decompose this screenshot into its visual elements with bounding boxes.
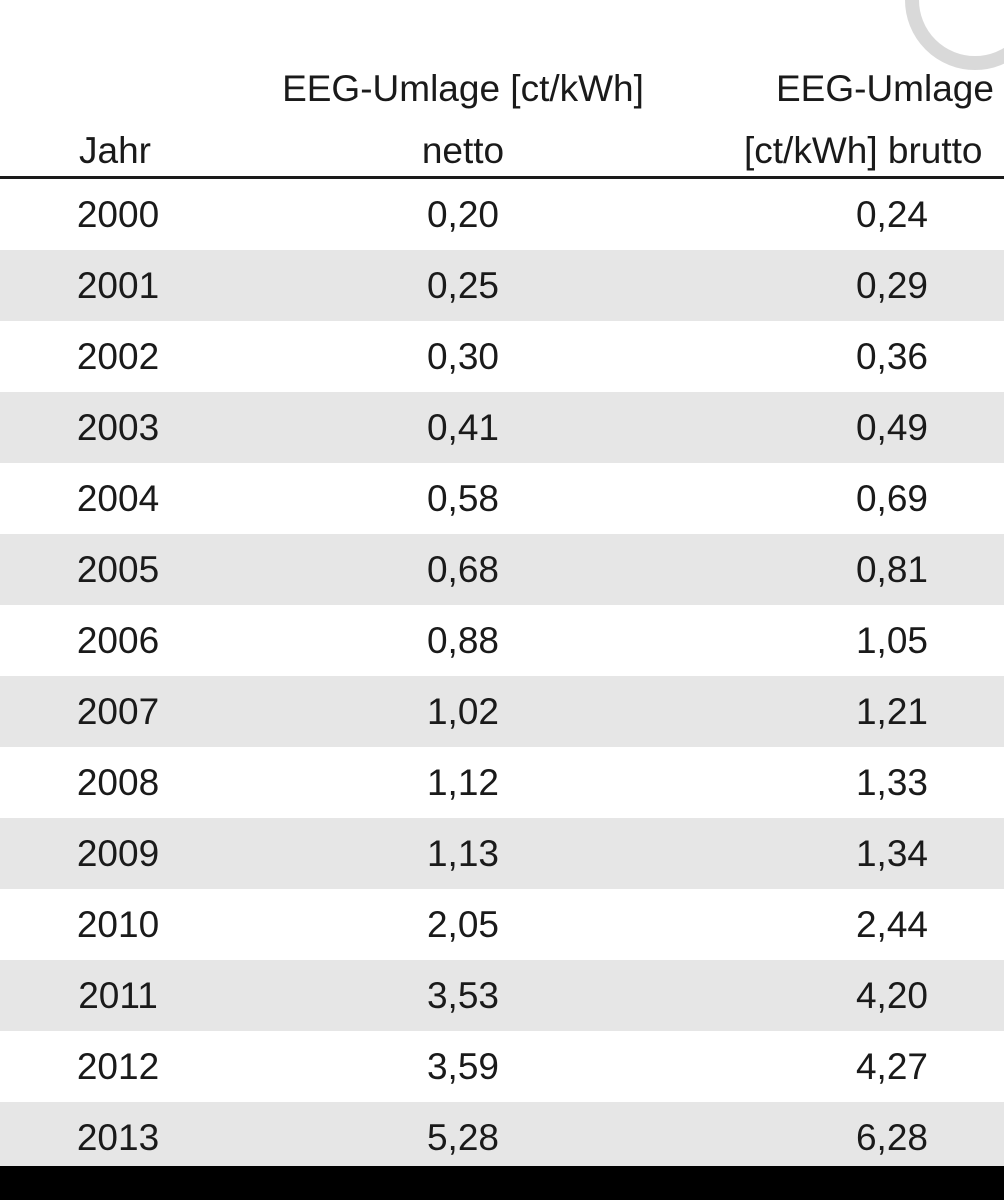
table-row: 2011 3,53 4,20 <box>0 960 1004 1031</box>
header-divider <box>0 176 1004 179</box>
table-row: 2009 1,13 1,34 <box>0 818 1004 889</box>
cell-netto: 2,05 <box>426 904 499 945</box>
data-table: Jahr EEG-Umlage [ct/kWh] netto EEG-Umlag… <box>0 0 1004 1166</box>
table-row: 2000 0,20 0,24 <box>0 179 1004 250</box>
cell-netto: 1,02 <box>426 691 499 732</box>
cell-netto: 0,41 <box>426 407 499 448</box>
cell-jahr: 2004 <box>76 478 160 519</box>
cell-netto: 0,30 <box>426 336 499 377</box>
cell-netto: 0,88 <box>426 620 499 661</box>
cell-netto: 1,12 <box>426 762 499 803</box>
cell-netto: 0,20 <box>426 194 499 235</box>
cell-jahr: 2009 <box>76 833 160 874</box>
cell-jahr: 2008 <box>76 762 160 803</box>
cell-brutto: 6,28 <box>855 1117 928 1158</box>
cell-brutto: 1,05 <box>855 620 928 661</box>
table-row: 2002 0,30 0,36 <box>0 321 1004 392</box>
cell-netto: 0,58 <box>426 478 499 519</box>
cell-jahr: 2000 <box>76 194 160 235</box>
cell-brutto: 1,21 <box>855 691 928 732</box>
cell-brutto: 1,33 <box>855 762 928 803</box>
cell-netto: 3,53 <box>426 975 499 1016</box>
table-row: 2012 3,59 4,27 <box>0 1031 1004 1102</box>
header-netto-line2: netto <box>421 130 505 171</box>
cell-jahr: 2002 <box>76 336 160 377</box>
cell-jahr: 2001 <box>76 265 160 306</box>
cell-brutto: 0,81 <box>855 549 928 590</box>
cell-jahr: 2013 <box>76 1117 160 1158</box>
table-row: 2013 5,28 6,28 <box>0 1102 1004 1166</box>
cell-jahr: 2012 <box>76 1046 160 1087</box>
cell-jahr: 2006 <box>76 620 160 661</box>
cell-brutto: 2,44 <box>855 904 928 945</box>
cell-jahr: 2007 <box>76 691 160 732</box>
cell-jahr: 2011 <box>78 975 158 1016</box>
header-brutto-line2: [ct/kWh] brutto <box>744 130 983 171</box>
bottom-bar <box>0 1166 1004 1200</box>
cell-netto: 5,28 <box>426 1117 499 1158</box>
cell-brutto: 0,29 <box>855 265 928 306</box>
header-jahr: Jahr <box>79 130 151 171</box>
table-row: 2005 0,68 0,81 <box>0 534 1004 605</box>
table-body: 2000 0,20 0,24 2001 0,25 0,29 2002 0,30 0,36 2… <box>0 179 1004 1166</box>
table-row: 2010 2,05 2,44 <box>0 889 1004 960</box>
cell-brutto: 4,27 <box>855 1046 928 1087</box>
cell-brutto: 0,36 <box>855 336 928 377</box>
table-row: 2007 1,02 1,21 <box>0 676 1004 747</box>
table-row: 2001 0,25 0,29 <box>0 250 1004 321</box>
cell-netto: 1,13 <box>426 833 499 874</box>
cell-jahr: 2005 <box>76 549 160 590</box>
table-row: 2008 1,12 1,33 <box>0 747 1004 818</box>
cell-brutto: 0,49 <box>855 407 928 448</box>
cell-brutto: 0,69 <box>855 478 928 519</box>
cell-netto: 3,59 <box>426 1046 499 1087</box>
cell-brutto: 1,34 <box>855 833 928 874</box>
cell-brutto: 0,24 <box>855 194 928 235</box>
cell-netto: 0,68 <box>426 549 499 590</box>
cell-brutto: 4,20 <box>855 975 928 1016</box>
header-netto-line1: EEG-Umlage [ct/kWh] <box>282 68 644 109</box>
cell-jahr: 2010 <box>76 904 160 945</box>
table-row: 2006 0,88 1,05 <box>0 605 1004 676</box>
cell-netto: 0,25 <box>426 265 499 306</box>
table-row: 2004 0,58 0,69 <box>0 463 1004 534</box>
table-header: Jahr EEG-Umlage [ct/kWh] netto EEG-Umlag… <box>0 0 1004 179</box>
table-row: 2003 0,41 0,49 <box>0 392 1004 463</box>
cell-jahr: 2003 <box>76 407 160 448</box>
header-brutto-line1: EEG-Umlage <box>776 68 994 109</box>
